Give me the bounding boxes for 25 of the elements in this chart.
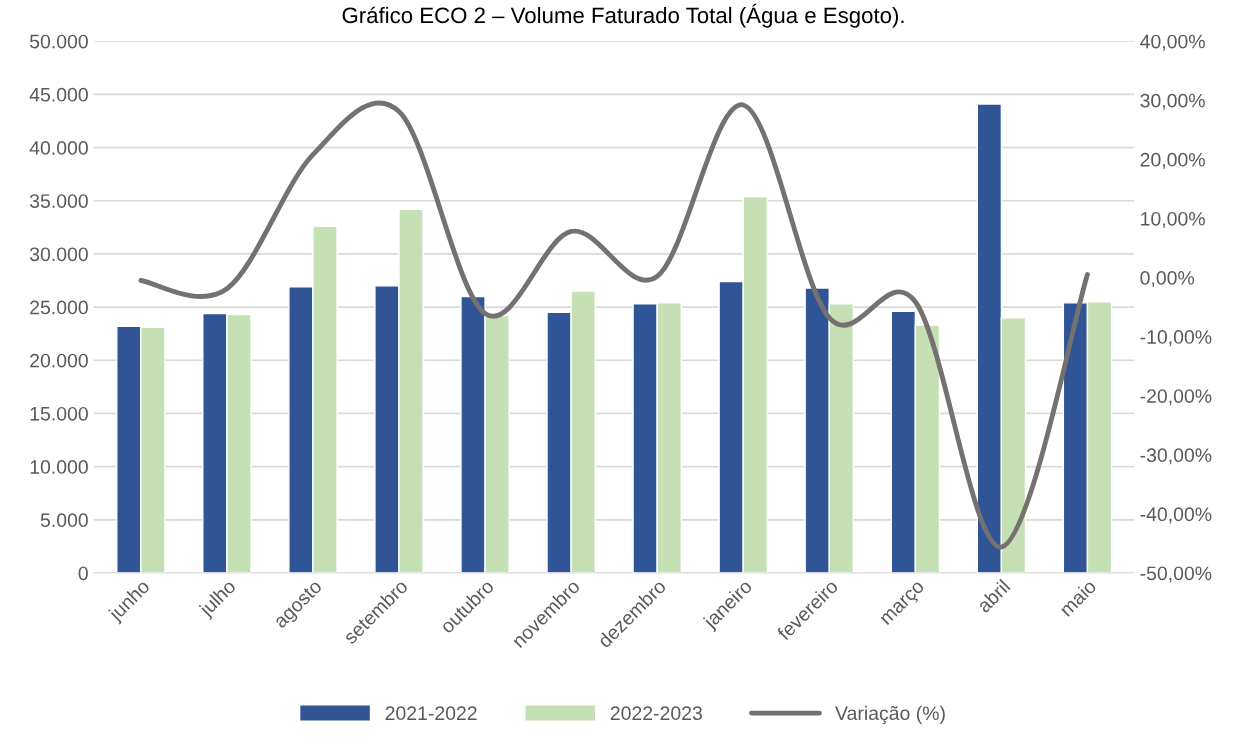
chart-title: Gráfico ECO 2 – Volume Faturado Total (Água e Esgoto). — [342, 3, 904, 28]
y-tick-label: 10.000 — [30, 460, 88, 474]
y-tick-label: 20.000 — [30, 353, 88, 368]
y2-tick-label: -30,00% — [1140, 448, 1212, 465]
y-tick-label: 25.000 — [30, 300, 88, 315]
y-tick-label: 0 — [78, 566, 88, 581]
y-tick-label: 40.000 — [29, 141, 88, 155]
legend-label: 2021-2022 — [385, 706, 477, 721]
y2-tick-label: 20,00% — [1140, 152, 1205, 169]
y-tick-label: 50.000 — [29, 34, 88, 49]
y-tick-label: 30.000 — [29, 247, 88, 262]
y2-tick-label: -10,00% — [1140, 330, 1212, 347]
y-tick-label: 35.000 — [29, 194, 88, 208]
y2-tick-label: -50,00% — [1140, 566, 1212, 583]
legend-label: Variação (%) — [835, 705, 945, 725]
y-tick-label: 45.000 — [29, 87, 88, 102]
y2-tick-label: 40,00% — [1140, 34, 1205, 51]
y-tick-label: 15.000 — [30, 406, 88, 421]
y2-tick-label: 30,00% — [1140, 93, 1205, 110]
y2-tick-label: -40,00% — [1140, 507, 1212, 524]
y2-tick-label: -20,00% — [1140, 389, 1212, 406]
y2-tick-label: 0,00% — [1140, 271, 1195, 288]
legend-label: 2022-2023 — [610, 706, 702, 721]
y2-tick-label: 10,00% — [1141, 211, 1205, 228]
y-tick-label: 5.000 — [40, 513, 88, 528]
